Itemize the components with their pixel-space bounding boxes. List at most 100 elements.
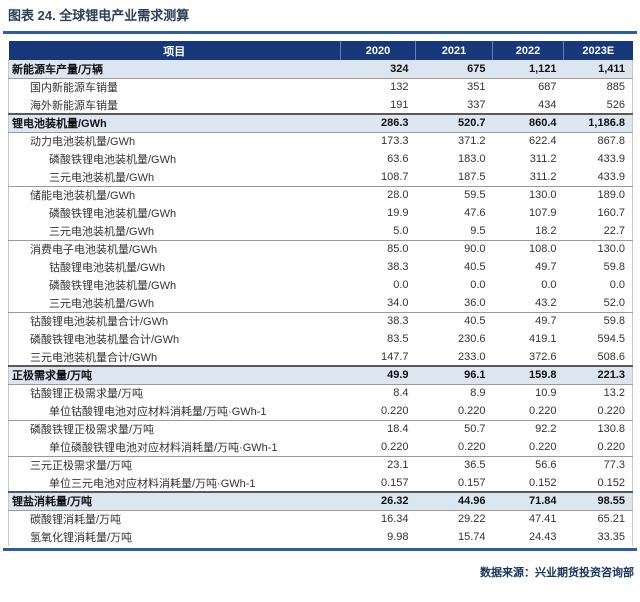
row-value: 18.4 [340,420,416,438]
row-value: 372.6 [492,348,564,366]
row-label: 国内新能源车销量 [8,78,341,96]
row-value: 351 [415,78,493,96]
row-value: 33.35 [563,528,633,546]
row-value: 0.220 [415,402,493,421]
row-value: 187.5 [415,168,493,187]
row-value: 40.5 [415,258,493,276]
row-value: 9.98 [340,528,416,546]
row-value: 36.0 [415,294,493,313]
column-header-2020: 2020 [340,41,416,60]
row-label: 锂电池装机量/GWh [8,113,341,133]
row-value: 508.6 [563,348,633,366]
row-label: 消费电子电池装机量/GWh [8,240,341,258]
row-value: 0.157 [415,474,493,492]
row-value: 434 [492,96,564,114]
row-value: 107.9 [492,204,564,222]
row-value: 233.0 [415,348,493,366]
row-value: 59.8 [563,312,633,330]
row-label: 正极需求量/万吨 [8,365,341,385]
row-value: 0.152 [563,474,633,492]
table-row: 三元电池装机量/GWh 5.0 9.5 18.2 22.7 [8,222,633,241]
table-row: 三元电池装机量合计/GWh 147.7 233.0 372.6 508.6 [8,348,633,366]
row-value: 160.7 [563,204,633,222]
row-value: 147.7 [340,348,416,366]
row-value: 860.4 [492,113,564,133]
row-value: 96.1 [415,365,493,385]
row-value: 38.3 [340,258,416,276]
row-label: 钴酸锂正极需求量/万吨 [8,384,341,402]
row-value: 0.0 [492,276,564,294]
row-value: 433.9 [563,168,633,187]
row-label: 单位三元电池对应材料消耗量/万吨·GWh-1 [8,474,341,492]
row-value: 0.0 [340,276,416,294]
row-value: 687 [492,78,564,96]
table-row: 新能源车产量/万辆 324 675 1,121 1,411 [8,60,633,79]
table-header-row: 项目 2020 2021 2022 2023E [8,41,633,60]
table-row: 磷酸铁锂电池装机量/GWh 63.6 183.0 311.2 433.9 [8,150,633,168]
row-value: 24.43 [492,528,564,546]
row-value: 311.2 [492,150,564,168]
row-value: 594.5 [563,330,633,348]
row-value: 47.41 [492,510,564,528]
row-label: 磷酸铁锂电池装机量/GWh [8,150,341,168]
table-row: 钴酸锂正极需求量/万吨 8.4 8.9 10.9 13.2 [8,384,633,402]
row-value: 0.157 [340,474,416,492]
data-source-credit: 数据来源：兴业期货投资咨询部 [480,567,634,579]
row-value: 65.21 [563,510,633,528]
row-value: 173.3 [340,132,416,150]
table-row: 钴酸锂电池装机量/GWh 38.3 40.5 49.7 59.8 [8,258,633,276]
row-value: 867.8 [563,132,633,150]
row-value: 419.1 [492,330,564,348]
table-row: 储能电池装机量/GWh 28.0 59.5 130.0 189.0 [8,186,633,204]
table-row: 正极需求量/万吨 49.9 96.1 159.8 221.3 [8,365,633,385]
row-label: 氢氧化锂消耗量/万吨 [8,528,341,546]
row-value: 59.8 [563,258,633,276]
column-header-2022: 2022 [492,41,564,60]
top-divider [3,31,637,34]
row-value: 23.1 [340,456,416,474]
row-value: 189.0 [563,186,633,204]
table-row: 碳酸锂消耗量/万吨 16.34 29.22 47.41 65.21 [8,510,633,528]
row-value: 5.0 [340,222,416,241]
row-value: 43.2 [492,294,564,313]
row-value: 38.3 [340,312,416,330]
row-value: 8.9 [415,384,493,402]
row-value: 63.6 [340,150,416,168]
lithium-demand-table: 项目 2020 2021 2022 2023E 新能源车产量/万辆 324 67… [8,41,633,546]
row-value: 22.7 [563,222,633,241]
row-value: 130.0 [492,186,564,204]
row-label: 三元电池装机量/GWh [8,294,341,313]
row-label: 单位钴酸锂电池对应材料消耗量/万吨·GWh-1 [8,402,341,421]
row-value: 0.220 [492,402,564,421]
row-label: 碳酸锂消耗量/万吨 [8,510,341,528]
row-label: 动力电池装机量/GWh [8,132,341,150]
row-value: 675 [415,60,493,79]
table-row: 三元正极需求量/万吨 23.1 36.5 56.6 77.3 [8,456,633,474]
row-value: 885 [563,78,633,96]
row-label: 磷酸铁锂电池装机量/GWh [8,204,341,222]
row-value: 108.7 [340,168,416,187]
row-value: 49.7 [492,312,564,330]
row-value: 9.5 [415,222,493,241]
row-value: 286.3 [340,113,416,133]
row-value: 1,411 [563,60,633,79]
table-row: 磷酸铁锂正极需求量/万吨 18.4 50.7 92.2 130.8 [8,420,633,438]
row-value: 44.96 [415,491,493,511]
row-value: 29.22 [415,510,493,528]
table-body: 新能源车产量/万辆 324 675 1,121 1,411 国内新能源车销量 1… [8,60,633,546]
row-label: 磷酸铁锂正极需求量/万吨 [8,420,341,438]
row-value: 130.8 [563,420,633,438]
table-row: 钴酸锂电池装机量合计/GWh 38.3 40.5 49.7 59.8 [8,312,633,330]
figure-title: 图表 24. 全球锂电产业需求测算 [8,8,190,23]
row-label: 三元电池装机量/GWh [8,168,341,187]
row-value: 520.7 [415,113,493,133]
row-value: 324 [340,60,416,79]
row-label: 单位磷酸铁锂电池对应材料消耗量/万吨·GWh-1 [8,438,341,457]
row-value: 371.2 [415,132,493,150]
row-value: 49.7 [492,258,564,276]
row-label: 钴酸锂电池装机量合计/GWh [8,312,341,330]
row-value: 92.2 [492,420,564,438]
row-value: 221.3 [563,365,633,385]
row-value: 183.0 [415,150,493,168]
